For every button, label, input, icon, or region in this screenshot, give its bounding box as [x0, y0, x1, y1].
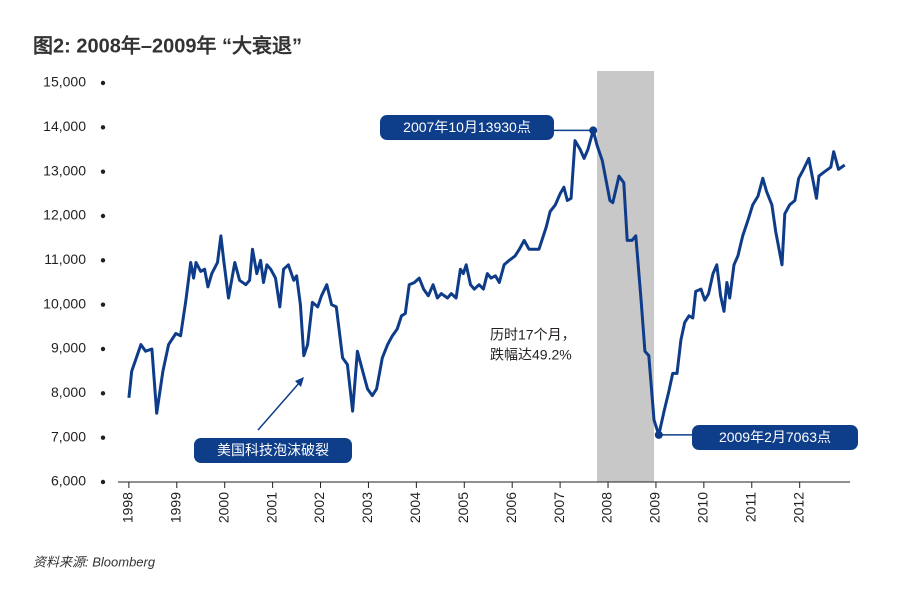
x-tick-label: 2008: [599, 492, 615, 523]
y-tick-label: 7,000: [51, 428, 86, 444]
x-tick-label: 2010: [695, 492, 711, 523]
callout-box: [194, 438, 352, 463]
y-tick-dot: [100, 479, 106, 485]
note-text: 历时17个月，: [490, 327, 576, 343]
trough-dot: [654, 430, 663, 439]
y-tick-label: 13,000: [43, 162, 86, 178]
x-tick-label: 2009: [647, 492, 663, 523]
chart-title: 图2: 2008年–2009年 “大衰退”: [33, 33, 302, 57]
y-tick-dot: [100, 435, 106, 440]
callout-box: [380, 115, 554, 140]
callout-box: [692, 425, 858, 450]
y-tick-dot: [100, 346, 106, 352]
x-tick-label: 1999: [167, 492, 183, 523]
x-tick-label: 2004: [407, 492, 423, 523]
peak-dot: [589, 126, 598, 135]
source: 资料来源: Bloomberg: [33, 554, 156, 569]
x-tick-label: 2003: [359, 492, 375, 523]
x-tick-label: 2001: [263, 492, 279, 523]
y-tick-label: 9,000: [51, 340, 86, 356]
x-tick-label: 2012: [790, 492, 806, 523]
callout-text: 美国科技泡沫破裂: [217, 442, 329, 458]
arrow-line: [257, 381, 301, 431]
callout-text: 2009年2月7063点: [719, 429, 831, 445]
y-tick-label: 12,000: [43, 207, 86, 223]
y-tick-dot: [100, 80, 106, 86]
line-series: [127, 128, 846, 437]
x-tick-label: 2006: [503, 492, 519, 523]
x-tick-label: 1998: [120, 492, 136, 523]
y-tick-label: 6,000: [51, 473, 86, 489]
y-tick-label: 10,000: [43, 295, 86, 311]
y-tick-label: 8,000: [51, 384, 86, 400]
x-tick-label: 2011: [742, 492, 758, 522]
x-tick-label: 2007: [551, 492, 567, 523]
y-tick-label: 11,000: [44, 251, 86, 267]
y-tick-dot: [100, 169, 106, 174]
y-tick-dot: [100, 125, 106, 130]
y-tick-dot: [100, 213, 106, 219]
x-tick-label: 2002: [311, 492, 327, 523]
y-tick-dot: [100, 302, 106, 307]
x-tick-label: 2000: [215, 492, 231, 523]
y-tick-label: 15,000: [43, 74, 86, 90]
y-tick-dot: [100, 391, 106, 396]
arrow-head: [295, 377, 304, 387]
callout-text: 2007年10月13930点: [403, 119, 531, 135]
y-tick-label: 14,000: [43, 118, 86, 134]
x-tick-label: 2005: [455, 492, 471, 523]
note-text: 跌幅达49.2%: [490, 347, 572, 363]
y-tick-dot: [100, 258, 106, 263]
highlight-band: [597, 71, 655, 482]
